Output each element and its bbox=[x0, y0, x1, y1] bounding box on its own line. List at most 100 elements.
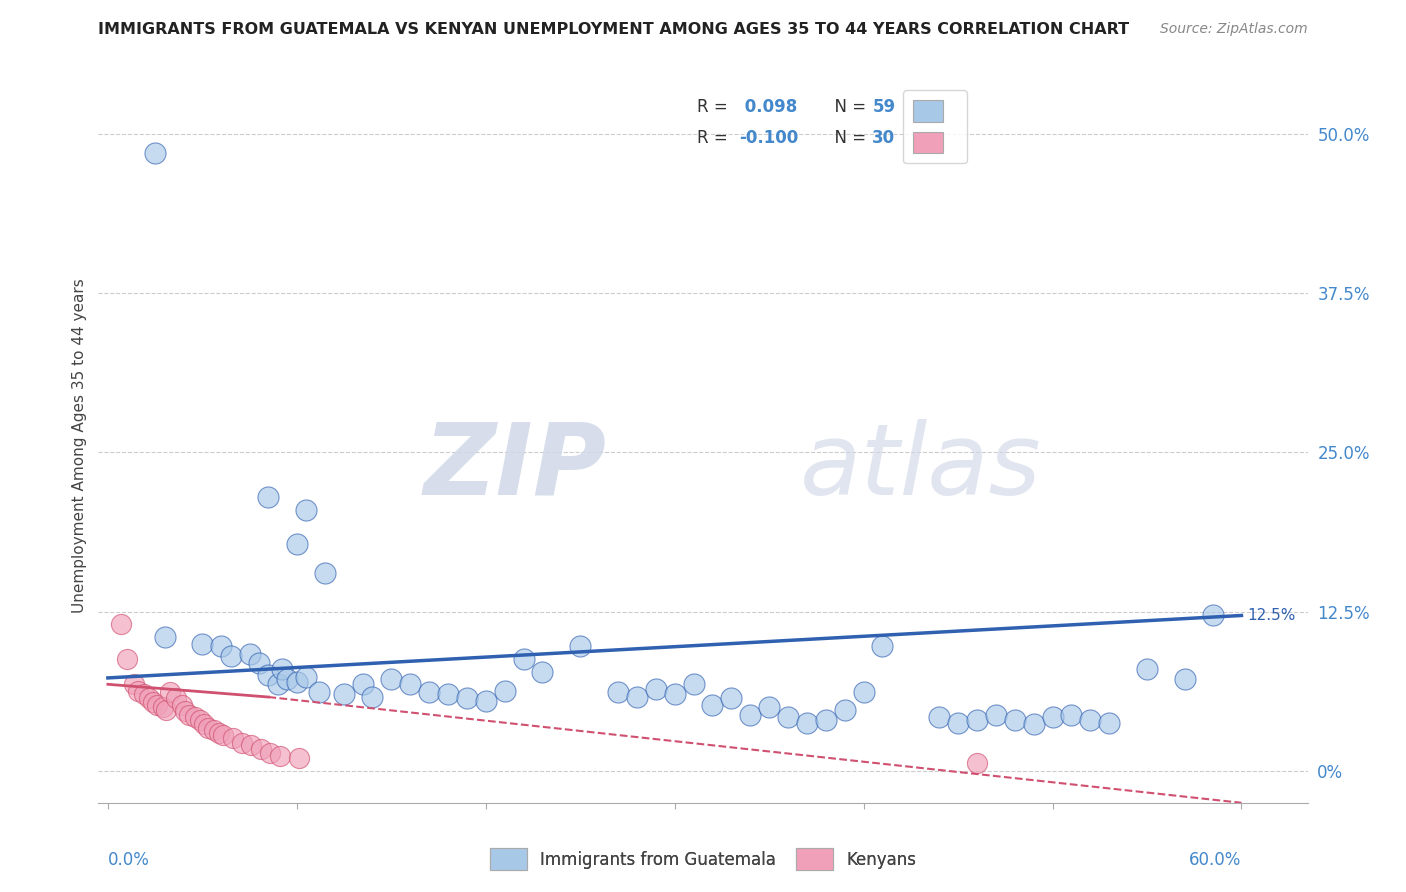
Point bbox=[270, 662, 292, 676]
Point bbox=[512, 652, 534, 666]
Point bbox=[418, 685, 440, 699]
Point bbox=[928, 710, 950, 724]
Point bbox=[247, 656, 270, 670]
Point bbox=[333, 688, 356, 702]
Point bbox=[212, 728, 235, 742]
Text: Source: ZipAtlas.com: Source: ZipAtlas.com bbox=[1160, 22, 1308, 37]
Point bbox=[702, 698, 724, 712]
Y-axis label: Unemployment Among Ages 35 to 44 years: Unemployment Among Ages 35 to 44 years bbox=[72, 278, 87, 614]
Point bbox=[257, 490, 280, 504]
Point bbox=[202, 723, 225, 738]
Point bbox=[1022, 716, 1045, 731]
Point bbox=[740, 707, 762, 722]
Point bbox=[155, 703, 177, 717]
Text: 12.5%: 12.5% bbox=[1247, 608, 1295, 623]
Point bbox=[239, 647, 262, 661]
Point bbox=[1004, 713, 1026, 727]
Point bbox=[1078, 713, 1101, 727]
Text: 59: 59 bbox=[872, 98, 896, 116]
Point bbox=[607, 685, 630, 699]
Point bbox=[159, 685, 181, 699]
Point bbox=[834, 703, 856, 717]
Point bbox=[966, 713, 988, 727]
Point bbox=[531, 665, 554, 679]
Point bbox=[127, 683, 149, 698]
Point bbox=[209, 639, 232, 653]
Text: ZIP: ZIP bbox=[423, 419, 606, 516]
Text: 0.098: 0.098 bbox=[740, 98, 797, 116]
Point bbox=[796, 715, 818, 730]
Point bbox=[197, 721, 219, 735]
Point bbox=[219, 649, 242, 664]
Text: atlas: atlas bbox=[800, 419, 1042, 516]
Point bbox=[276, 672, 298, 686]
Point bbox=[152, 700, 174, 714]
Point bbox=[314, 566, 336, 581]
Point bbox=[664, 688, 686, 702]
Point bbox=[115, 652, 138, 666]
Point bbox=[1202, 608, 1225, 623]
Point bbox=[569, 639, 592, 653]
Point bbox=[644, 682, 666, 697]
Point bbox=[231, 736, 253, 750]
Point bbox=[190, 713, 212, 727]
Text: 30: 30 bbox=[872, 128, 896, 146]
Point bbox=[165, 691, 187, 706]
Point bbox=[352, 677, 374, 691]
Text: R =: R = bbox=[697, 128, 733, 146]
Point bbox=[295, 502, 318, 516]
Point bbox=[295, 670, 318, 684]
Point bbox=[184, 710, 207, 724]
Point bbox=[153, 630, 176, 644]
Point bbox=[193, 716, 215, 731]
Point bbox=[240, 739, 263, 753]
Point bbox=[179, 707, 201, 722]
Point bbox=[399, 677, 422, 691]
Point bbox=[814, 713, 837, 727]
Point bbox=[1174, 672, 1197, 686]
Point bbox=[872, 639, 894, 653]
Point bbox=[269, 748, 291, 763]
Point bbox=[758, 700, 780, 714]
Point bbox=[267, 677, 290, 691]
Point bbox=[1042, 710, 1064, 724]
Text: 60.0%: 60.0% bbox=[1189, 851, 1241, 869]
Point bbox=[437, 688, 460, 702]
Point bbox=[626, 690, 648, 704]
Point bbox=[170, 698, 193, 712]
Point bbox=[259, 746, 281, 760]
Point bbox=[361, 690, 384, 704]
Text: N =: N = bbox=[824, 98, 872, 116]
Point bbox=[380, 672, 402, 686]
Point bbox=[776, 710, 799, 724]
Point bbox=[308, 685, 330, 699]
Text: N =: N = bbox=[824, 128, 872, 146]
Point bbox=[257, 668, 280, 682]
Point bbox=[984, 707, 1007, 722]
Point bbox=[287, 751, 309, 765]
Text: R =: R = bbox=[697, 98, 733, 116]
Point bbox=[191, 636, 214, 650]
Point bbox=[1060, 707, 1083, 722]
Point bbox=[142, 695, 165, 709]
Text: 0.0%: 0.0% bbox=[108, 851, 150, 869]
Point bbox=[1098, 715, 1121, 730]
Point bbox=[494, 683, 516, 698]
Point bbox=[143, 145, 166, 160]
Point bbox=[146, 698, 169, 712]
Point bbox=[124, 677, 146, 691]
Point bbox=[174, 704, 197, 718]
Point bbox=[285, 674, 308, 689]
Point bbox=[110, 617, 132, 632]
Point bbox=[966, 756, 988, 771]
Text: -0.100: -0.100 bbox=[740, 128, 799, 146]
Point bbox=[132, 688, 155, 702]
Point bbox=[250, 742, 273, 756]
Point bbox=[285, 537, 308, 551]
Legend: Immigrants from Guatemala, Kenyans: Immigrants from Guatemala, Kenyans bbox=[484, 842, 922, 877]
Point bbox=[946, 715, 969, 730]
Point bbox=[474, 694, 496, 708]
Point bbox=[456, 691, 478, 706]
Point bbox=[720, 691, 742, 706]
Text: IMMIGRANTS FROM GUATEMALA VS KENYAN UNEMPLOYMENT AMONG AGES 35 TO 44 YEARS CORRE: IMMIGRANTS FROM GUATEMALA VS KENYAN UNEM… bbox=[98, 22, 1129, 37]
